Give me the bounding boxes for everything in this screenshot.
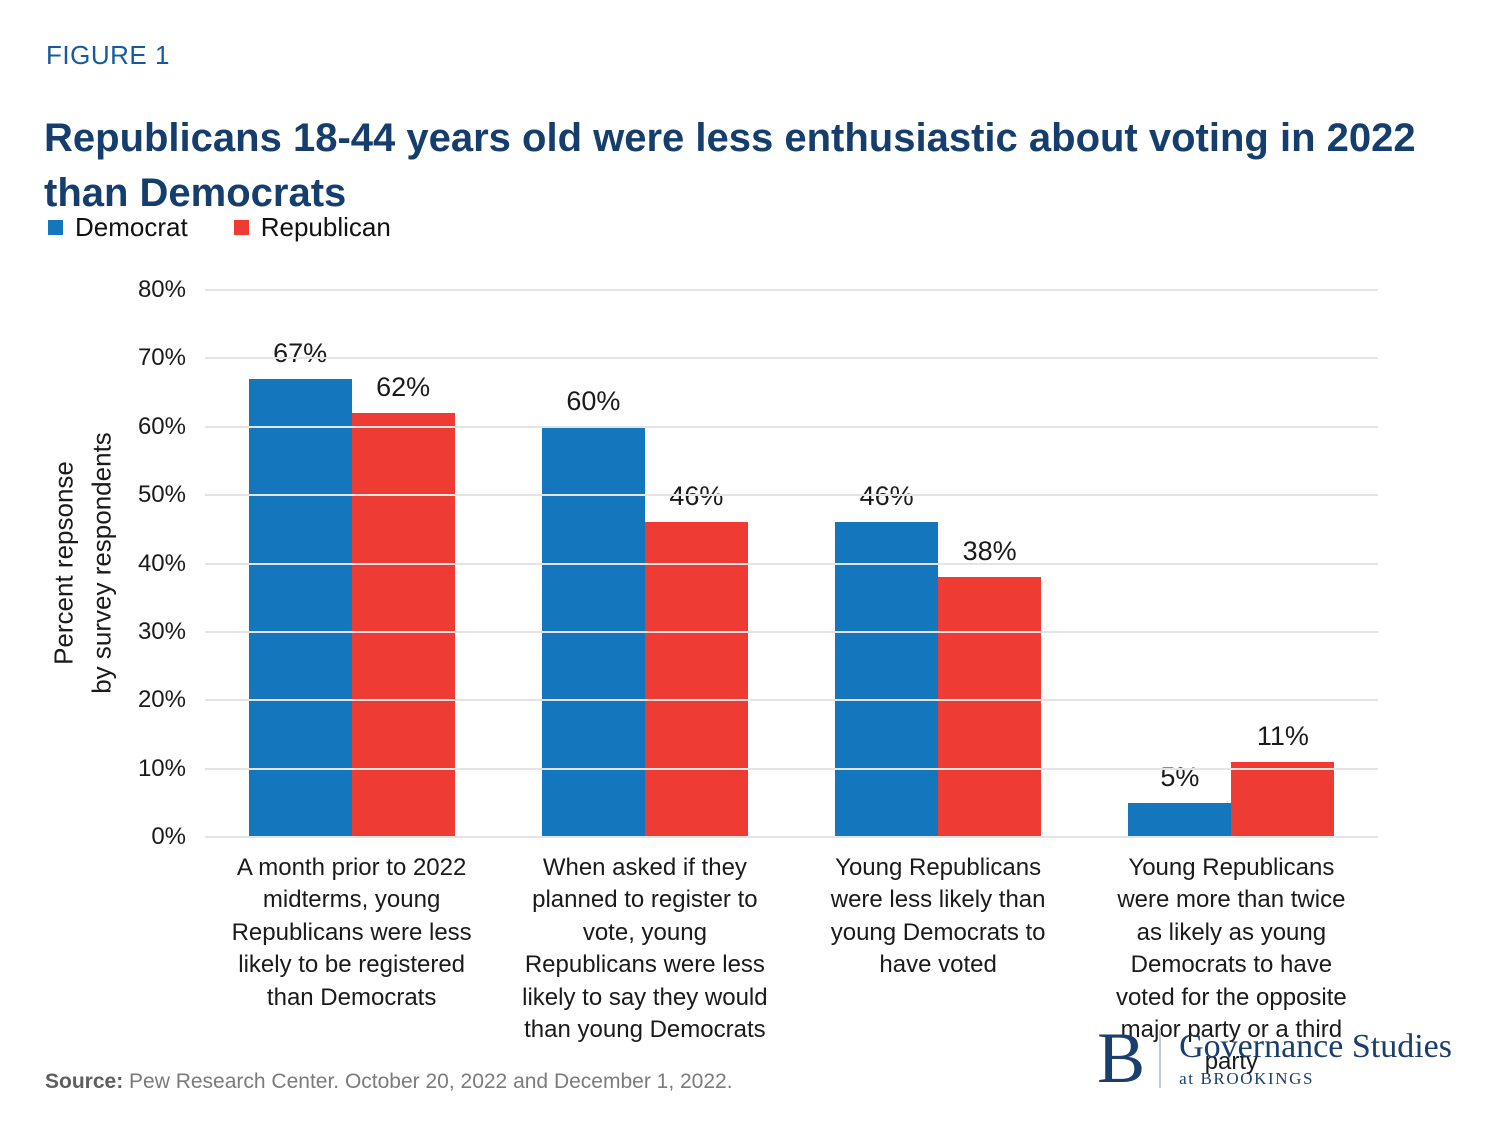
bar-chart: 0% 10% 20% 30% 40% 50% 60% 70% 80% Percent repso… (0, 270, 1500, 1075)
plot-area: 67% 62% 60% 46% 46% 38% 5% 11% (205, 289, 1378, 838)
y-tick-label: 30% (137, 617, 186, 645)
bar-value-label: 46% (669, 481, 724, 512)
bar-republican: 38% (938, 536, 1042, 837)
category-cell: Young Republicans were more than twice a… (1085, 852, 1378, 1079)
legend-label: Democrat (75, 212, 188, 242)
bar-value-label: 38% (962, 536, 1017, 567)
bar-value-label: 5% (1160, 761, 1200, 792)
category-labels-row: A month prior to 2022 midterms, young Re… (205, 852, 1378, 1079)
gridline (205, 562, 1378, 565)
category-label: A month prior to 2022 midterms, young Re… (231, 854, 472, 1011)
bar-value-label: 62% (376, 372, 431, 403)
gridline (205, 767, 1378, 770)
chart-title: Republicans 18-44 years old were less en… (44, 115, 1416, 215)
y-tick-label: 10% (137, 754, 186, 782)
category-cell: Young Republicans were less likely than … (792, 852, 1085, 1079)
brookings-monogram: B (1097, 1018, 1146, 1099)
brookings-logo: B Governance Studies at BROOKINGS (1097, 1018, 1452, 1099)
y-tick-label: 80% (137, 276, 186, 303)
y-tick-label: 0% (151, 823, 186, 850)
source-line: Source: Pew Research Center. October 20,… (45, 1070, 733, 1094)
bar-democrat: 46% (835, 481, 939, 837)
logo-sub: at BROOKINGS (1179, 1069, 1315, 1089)
legend: Democrat Republican (48, 212, 391, 243)
y-tick-label: 20% (137, 686, 186, 714)
logo-divider (1159, 1029, 1162, 1088)
legend-label: Republican (260, 212, 391, 242)
bar-democrat: 5% (1128, 762, 1232, 837)
logo-name: Governance Studies (1179, 1028, 1452, 1065)
gridline (205, 425, 1378, 428)
bar-value-label: 67% (273, 337, 328, 368)
bar-value-label: 60% (566, 385, 621, 416)
bar-value-label: 11% (1256, 720, 1309, 751)
y-tick-label: 40% (137, 549, 186, 577)
legend-swatch-republican (233, 220, 249, 235)
y-axis-ticks: 0% 10% 20% 30% 40% 50% 60% 70% 80% (0, 276, 186, 850)
legend-swatch-democrat (48, 220, 63, 235)
bar-republican: 11% (1231, 721, 1335, 837)
y-axis-label-line: Percent repsonse (48, 461, 79, 665)
y-tick-label: 70% (137, 344, 186, 372)
legend-item-republican: Republican (233, 212, 391, 243)
source-text: Pew Research Center. October 20, 2022 an… (123, 1070, 733, 1093)
category-label: When asked if they planned to register t… (522, 854, 768, 1043)
bar-democrat: 67% (248, 338, 352, 837)
bar-group: 5% 11% (1085, 290, 1378, 837)
y-tick-label: 60% (137, 412, 186, 440)
gridline (205, 357, 1378, 360)
legend-item-democrat: Democrat (48, 212, 188, 243)
gridline (205, 699, 1378, 702)
category-label: Young Republicans were less likely than … (830, 854, 1046, 979)
logo-text: Governance Studies at BROOKINGS (1179, 1028, 1452, 1089)
bar-value-label: 46% (859, 481, 914, 512)
gridline (205, 494, 1378, 497)
bar-group: 67% 62% (205, 290, 498, 837)
y-axis-label-line: by survey respondents (86, 432, 116, 694)
gridline (205, 836, 1378, 838)
y-tick-label: 50% (137, 481, 186, 509)
category-cell: A month prior to 2022 midterms, young Re… (205, 852, 498, 1079)
bar-group: 46% 38% (792, 290, 1085, 837)
y-axis-label: Percent repsonse by survey respondents (45, 432, 120, 694)
source-label: Source: (45, 1070, 124, 1093)
bar-republican: 46% (644, 481, 748, 837)
bar-republican: 62% (351, 372, 455, 837)
gridline (205, 289, 1378, 291)
category-label: Young Republicans were more than twice a… (1115, 854, 1347, 1076)
gridline (205, 630, 1378, 633)
figure-label: FIGURE 1 (46, 40, 170, 70)
category-cell: When asked if they planned to register t… (498, 852, 791, 1079)
